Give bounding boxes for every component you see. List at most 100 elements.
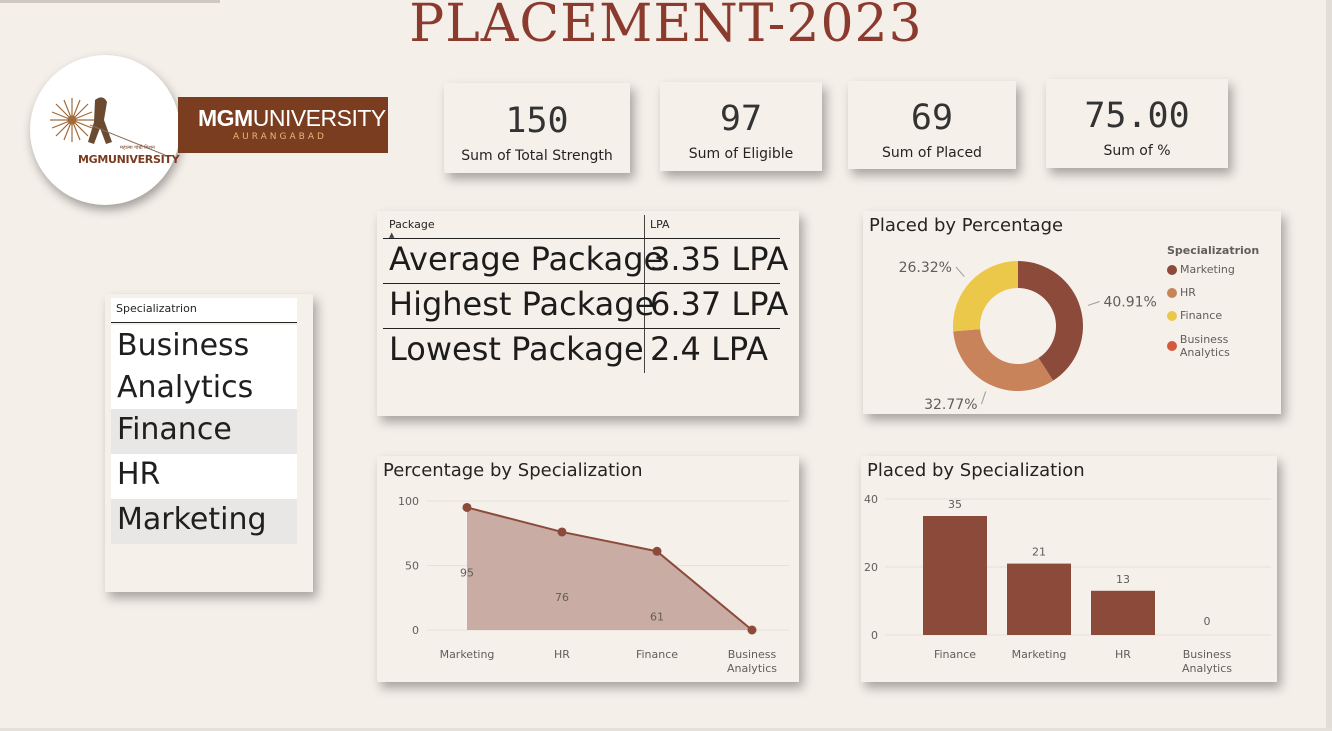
slicer-item-finance[interactable]: Finance — [111, 409, 297, 454]
x-tick-label: Analytics — [1182, 662, 1232, 675]
x-tick-label: HR — [554, 648, 570, 661]
leader-line — [955, 266, 965, 277]
data-point — [462, 502, 472, 512]
legend-item-marketing[interactable]: Marketing — [1167, 263, 1235, 276]
y-tick-label: 40 — [864, 493, 878, 506]
table-cell-name: Highest Package — [389, 285, 655, 323]
table-cell-value: 3.35 LPA — [650, 240, 789, 278]
chart-title: Placed by Specialization — [867, 460, 1085, 481]
data-point — [652, 546, 662, 556]
bar-marketing — [1007, 563, 1071, 635]
donut-slice-finance — [953, 261, 1018, 332]
data-point — [557, 527, 567, 537]
data-label: 21 — [1032, 546, 1046, 559]
row-divider — [383, 238, 780, 239]
kpi-card-eligible[interactable]: 97 Sum of Eligible — [660, 82, 822, 171]
kpi-card-percent[interactable]: 75.00 Sum of % — [1046, 79, 1228, 168]
series-line — [466, 506, 753, 631]
kpi-label: Sum of Eligible — [688, 146, 794, 162]
slicer-item-marketing[interactable]: Marketing — [111, 499, 297, 544]
area-svg: 0 50 100 95 Marketing 76 HR 61 Finance BusinessAn… — [398, 495, 789, 675]
kpi-value: 97 — [719, 99, 763, 139]
data-label: 76 — [555, 591, 569, 604]
y-tick-label: 20 — [864, 561, 878, 574]
data-label: 40.91% — [1103, 294, 1156, 310]
slicer-item-hr[interactable]: HR — [111, 454, 297, 499]
kpi-value: 69 — [910, 98, 954, 138]
kpi-card-placed[interactable]: 69 Sum of Placed — [848, 81, 1016, 169]
kpi-label: Sum of Placed — [882, 145, 982, 161]
y-tick-label: 0 — [412, 624, 419, 637]
table-cell-name: Lowest Package — [389, 330, 644, 368]
leader-line — [981, 391, 987, 405]
column-divider — [644, 215, 645, 373]
kpi-label: Sum of % — [1103, 143, 1171, 159]
x-tick-label: Finance — [934, 648, 976, 661]
table-cell-value: 6.37 LPA — [650, 285, 789, 323]
legend-dot — [1167, 310, 1177, 321]
donut-slice-marketing — [1018, 261, 1083, 381]
y-tick-label: 100 — [398, 495, 419, 508]
donut-svg: 40.91% 32.77% 26.32% — [899, 260, 1157, 413]
legend-item-hr[interactable]: HR — [1167, 286, 1196, 299]
placed-by-specialization-chart[interactable]: Placed by Specialization 0 20 40 35 Finance 2… — [861, 456, 1277, 682]
data-point — [747, 625, 757, 635]
svg-text:महात्मा गांधी मिशन: महात्मा गांधी मिशन — [120, 144, 155, 151]
data-label: 61 — [650, 610, 664, 623]
table-cell-value: 2.4 LPA — [650, 330, 769, 368]
banner-name: MGMUNIVERSITY — [198, 105, 386, 131]
kpi-card-total-strength[interactable]: 150 Sum of Total Strength — [444, 83, 630, 173]
page-title: PLACEMENT-2023 — [409, 0, 923, 54]
donut-slice-hr — [953, 329, 1054, 391]
kpi-label: Sum of Total Strength — [461, 148, 613, 164]
table-header-lpa[interactable]: LPA — [650, 218, 670, 231]
x-tick-label: Business — [728, 648, 777, 661]
university-logo: महात्मा गांधी मिशन — [30, 55, 180, 205]
leader-line — [1087, 301, 1100, 306]
data-label: 35 — [948, 498, 962, 511]
x-tick-label: Marketing — [440, 648, 495, 661]
specialization-slicer[interactable]: Specializatrion Business Analytics Finan… — [105, 294, 313, 592]
y-tick-label: 50 — [405, 560, 419, 573]
legend-item-finance[interactable]: Finance — [1167, 309, 1222, 322]
bar-hr — [1091, 590, 1155, 635]
y-tick-label: 0 — [871, 629, 878, 642]
legend-item-business-analytics[interactable]: Business Analytics — [1167, 333, 1281, 359]
x-tick-label: Finance — [636, 648, 678, 661]
chart-title: Percentage by Specialization — [383, 460, 643, 481]
x-tick-label: Business — [1183, 648, 1232, 661]
sort-indicator-icon: ▲ — [389, 231, 395, 239]
logo-wordmark: MGMUNIVERSITY — [78, 153, 180, 166]
row-divider — [383, 328, 780, 329]
data-label: 13 — [1116, 573, 1130, 586]
bar-svg: 0 20 40 35 Finance 21 Marketing 13 HR 0 BusinessAn… — [864, 493, 1271, 675]
kpi-value: 150 — [505, 101, 569, 141]
x-tick-label: Analytics — [727, 662, 777, 675]
table-cell-name: Average Package — [389, 240, 664, 278]
x-tick-label: HR — [1115, 648, 1131, 661]
legend-dot — [1167, 287, 1177, 298]
banner-city: AURANGABAD — [233, 132, 327, 142]
package-table[interactable]: Package ▲ LPA Average Package 3.35 LPA H… — [377, 211, 799, 416]
x-tick-label: Marketing — [1012, 648, 1067, 661]
legend-dot — [1167, 264, 1177, 275]
chart-title: Placed by Percentage — [869, 215, 1064, 236]
data-label: 26.32% — [899, 260, 952, 276]
kpi-value: 75.00 — [1084, 96, 1190, 136]
placed-by-percentage-chart[interactable]: Placed by Percentage 40.91% 32.77% 26.32% … — [863, 211, 1281, 414]
bottom-edge — [0, 728, 1332, 731]
university-banner: MGMUNIVERSITY AURANGABAD — [178, 97, 388, 153]
row-divider — [383, 283, 780, 284]
data-label: 32.77% — [924, 397, 977, 413]
data-label: 95 — [460, 566, 474, 579]
top-strip — [0, 0, 220, 3]
slicer-header: Specializatrion — [111, 298, 297, 323]
table-header-package[interactable]: Package — [389, 218, 435, 231]
charkha-icon: महात्मा गांधी मिशन — [50, 97, 166, 156]
slicer-item-business-analytics[interactable]: Business Analytics — [111, 325, 297, 409]
right-edge — [1326, 0, 1332, 731]
percentage-by-specialization-chart[interactable]: Percentage by Specialization 0 50 100 95 Mar… — [377, 456, 799, 682]
data-label: 0 — [1204, 615, 1211, 628]
bar-finance — [923, 516, 987, 635]
legend-dot — [1167, 341, 1177, 351]
